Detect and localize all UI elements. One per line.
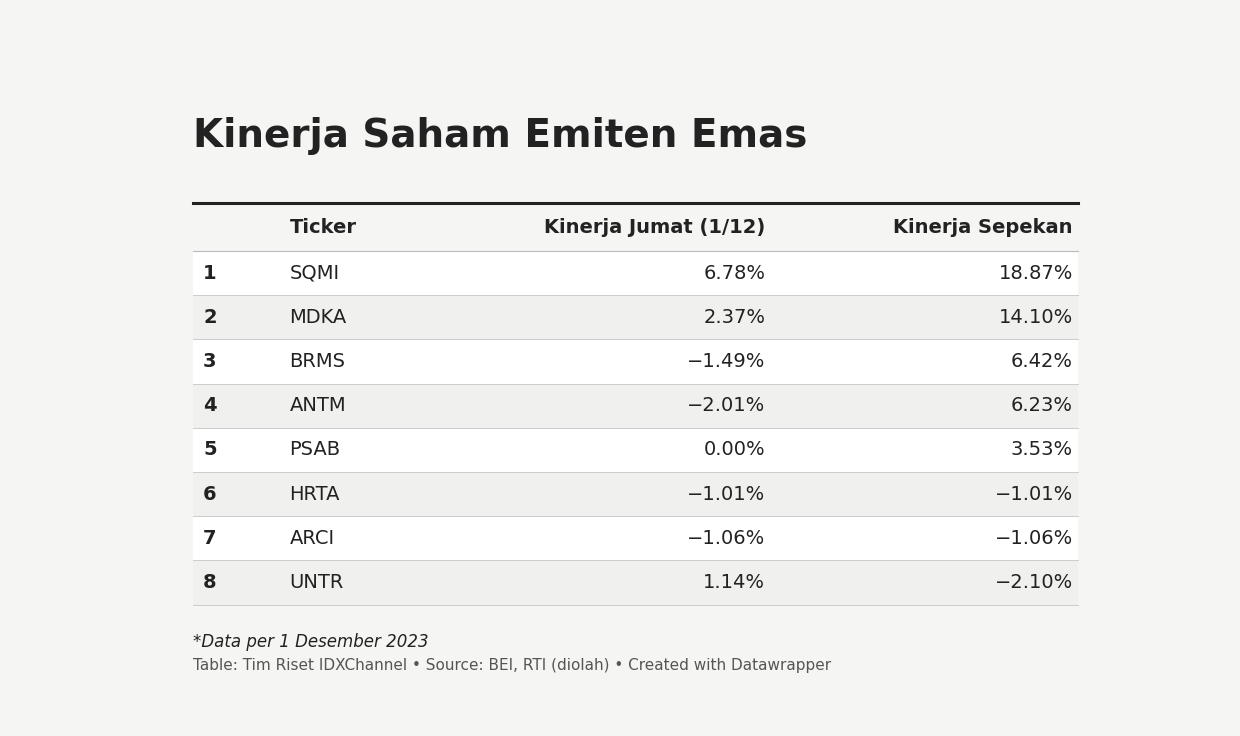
Bar: [193, 428, 1078, 472]
Text: 4: 4: [203, 396, 217, 415]
Bar: [193, 472, 1078, 516]
Text: SQMI: SQMI: [290, 263, 340, 283]
Text: 14.10%: 14.10%: [998, 308, 1073, 327]
Text: 0.00%: 0.00%: [703, 440, 765, 459]
Text: 18.87%: 18.87%: [998, 263, 1073, 283]
Text: ARCI: ARCI: [290, 528, 335, 548]
Text: HRTA: HRTA: [290, 484, 340, 503]
Text: 5: 5: [203, 440, 217, 459]
Text: PSAB: PSAB: [290, 440, 341, 459]
Text: *Data per 1 Desember 2023: *Data per 1 Desember 2023: [193, 633, 429, 651]
Text: 2: 2: [203, 308, 217, 327]
Text: 1: 1: [203, 263, 217, 283]
Text: 7: 7: [203, 528, 217, 548]
Text: 8: 8: [203, 573, 217, 592]
Bar: [193, 383, 1078, 428]
Text: 6: 6: [203, 484, 217, 503]
Bar: [193, 295, 1078, 339]
Bar: [193, 339, 1078, 383]
Bar: [193, 516, 1078, 560]
Text: 3: 3: [203, 352, 217, 371]
Text: −2.10%: −2.10%: [994, 573, 1073, 592]
Text: 3.53%: 3.53%: [1011, 440, 1073, 459]
Text: −1.01%: −1.01%: [687, 484, 765, 503]
Text: ANTM: ANTM: [290, 396, 346, 415]
Text: −1.49%: −1.49%: [687, 352, 765, 371]
Text: Kinerja Jumat (1/12): Kinerja Jumat (1/12): [544, 218, 765, 237]
Text: 6.42%: 6.42%: [1011, 352, 1073, 371]
Text: MDKA: MDKA: [290, 308, 347, 327]
Text: −1.01%: −1.01%: [994, 484, 1073, 503]
Text: −2.01%: −2.01%: [687, 396, 765, 415]
Text: Table: Tim Riset IDXChannel • Source: BEI, RTI (diolah) • Created with Datawrapp: Table: Tim Riset IDXChannel • Source: BE…: [193, 659, 832, 673]
Text: −1.06%: −1.06%: [994, 528, 1073, 548]
Text: UNTR: UNTR: [290, 573, 343, 592]
Text: 2.37%: 2.37%: [703, 308, 765, 327]
Text: Kinerja Saham Emiten Emas: Kinerja Saham Emiten Emas: [193, 117, 807, 155]
Bar: [193, 560, 1078, 604]
Text: 6.23%: 6.23%: [1011, 396, 1073, 415]
Bar: [193, 251, 1078, 295]
Text: 1.14%: 1.14%: [703, 573, 765, 592]
Text: BRMS: BRMS: [290, 352, 346, 371]
Text: Ticker: Ticker: [290, 218, 357, 237]
Text: Kinerja Sepekan: Kinerja Sepekan: [893, 218, 1073, 237]
Text: −1.06%: −1.06%: [687, 528, 765, 548]
Text: 6.78%: 6.78%: [703, 263, 765, 283]
